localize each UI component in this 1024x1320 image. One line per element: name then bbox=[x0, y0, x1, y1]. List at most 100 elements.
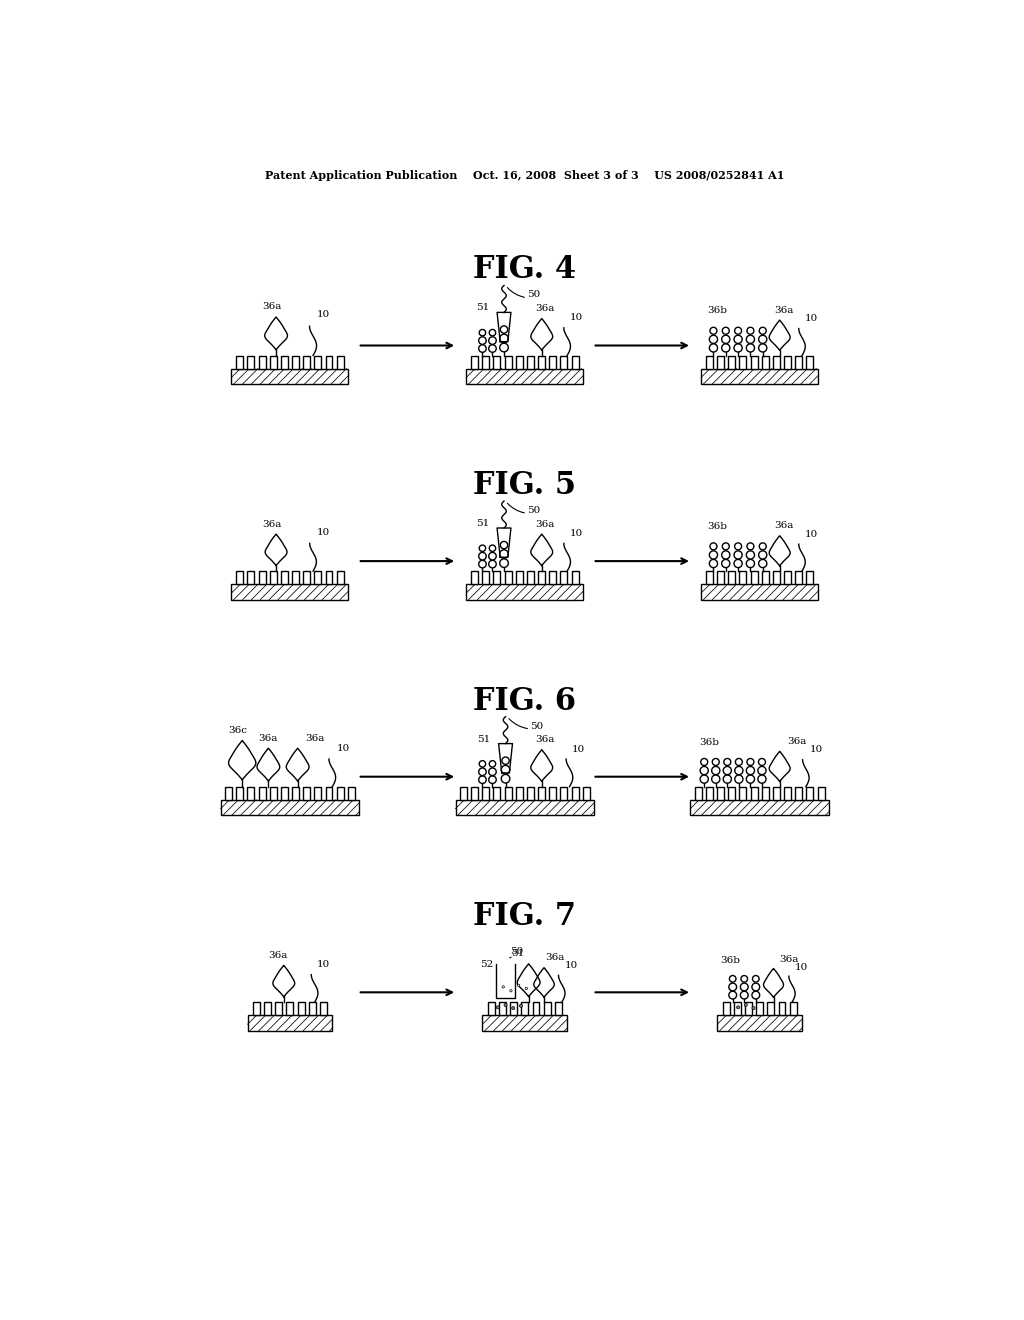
Ellipse shape bbox=[700, 767, 709, 775]
Ellipse shape bbox=[479, 760, 485, 767]
Ellipse shape bbox=[734, 327, 741, 334]
Ellipse shape bbox=[746, 560, 755, 568]
Ellipse shape bbox=[501, 775, 510, 783]
Ellipse shape bbox=[504, 1003, 507, 1007]
Text: 36a: 36a bbox=[774, 521, 794, 531]
Bar bbox=[482, 787, 489, 800]
Ellipse shape bbox=[525, 987, 527, 990]
Bar bbox=[694, 787, 701, 800]
Bar bbox=[505, 572, 512, 585]
Ellipse shape bbox=[722, 343, 730, 352]
Bar bbox=[348, 787, 355, 800]
Text: 36a: 36a bbox=[786, 737, 806, 746]
Bar bbox=[314, 572, 322, 585]
Ellipse shape bbox=[759, 560, 767, 568]
Bar bbox=[281, 572, 288, 585]
Bar bbox=[298, 1002, 304, 1015]
Text: 10: 10 bbox=[317, 310, 331, 319]
Text: 10: 10 bbox=[569, 529, 583, 539]
Bar bbox=[532, 1002, 540, 1015]
Bar bbox=[494, 572, 501, 585]
Bar bbox=[728, 787, 735, 800]
Bar bbox=[466, 585, 584, 599]
Text: 36a: 36a bbox=[779, 954, 799, 964]
Bar bbox=[701, 585, 818, 599]
Ellipse shape bbox=[497, 1006, 500, 1008]
Text: 10: 10 bbox=[569, 313, 583, 322]
Ellipse shape bbox=[734, 335, 742, 343]
Ellipse shape bbox=[479, 330, 485, 335]
Bar bbox=[784, 787, 791, 800]
Ellipse shape bbox=[746, 550, 755, 560]
Ellipse shape bbox=[478, 552, 486, 560]
Bar bbox=[739, 572, 746, 585]
Ellipse shape bbox=[488, 776, 497, 784]
Bar bbox=[549, 355, 556, 368]
Ellipse shape bbox=[722, 335, 730, 343]
Bar bbox=[482, 1015, 567, 1031]
Ellipse shape bbox=[710, 343, 718, 352]
Ellipse shape bbox=[753, 975, 759, 982]
Bar bbox=[337, 787, 344, 800]
Text: FIG. 7: FIG. 7 bbox=[473, 902, 577, 932]
Ellipse shape bbox=[746, 775, 755, 783]
Bar bbox=[790, 1002, 797, 1015]
Ellipse shape bbox=[736, 1006, 739, 1008]
Bar bbox=[544, 1002, 551, 1015]
Ellipse shape bbox=[478, 337, 486, 345]
Bar bbox=[264, 1002, 271, 1015]
Bar bbox=[248, 1015, 333, 1031]
Ellipse shape bbox=[488, 345, 497, 352]
Bar bbox=[237, 787, 243, 800]
Bar bbox=[723, 1002, 730, 1015]
Ellipse shape bbox=[759, 327, 766, 334]
Ellipse shape bbox=[744, 1003, 748, 1007]
Ellipse shape bbox=[740, 983, 749, 991]
Text: 36a: 36a bbox=[259, 734, 279, 743]
Ellipse shape bbox=[746, 543, 754, 550]
Bar bbox=[303, 572, 310, 585]
Bar bbox=[269, 787, 276, 800]
Ellipse shape bbox=[722, 327, 729, 334]
Bar bbox=[739, 787, 746, 800]
Ellipse shape bbox=[479, 545, 485, 552]
Text: 36a: 36a bbox=[536, 735, 555, 744]
Bar bbox=[549, 572, 556, 585]
Ellipse shape bbox=[741, 975, 748, 982]
Ellipse shape bbox=[710, 327, 717, 334]
Bar bbox=[460, 787, 467, 800]
Bar bbox=[516, 355, 522, 368]
Ellipse shape bbox=[501, 541, 508, 549]
Bar bbox=[482, 572, 489, 585]
Text: 51: 51 bbox=[476, 304, 489, 313]
Text: 36c: 36c bbox=[228, 726, 247, 735]
Bar bbox=[248, 572, 254, 585]
Bar bbox=[762, 355, 769, 368]
Bar bbox=[225, 787, 232, 800]
Bar bbox=[456, 800, 594, 816]
Bar bbox=[314, 787, 322, 800]
Ellipse shape bbox=[752, 1007, 755, 1010]
Bar bbox=[259, 787, 265, 800]
Bar bbox=[527, 787, 534, 800]
Ellipse shape bbox=[510, 990, 512, 991]
Bar bbox=[571, 787, 579, 800]
Text: 10: 10 bbox=[317, 528, 331, 537]
Bar bbox=[778, 1002, 785, 1015]
Text: 36a: 36a bbox=[262, 302, 282, 312]
Bar bbox=[303, 355, 310, 368]
Bar bbox=[494, 355, 501, 368]
Ellipse shape bbox=[710, 550, 718, 560]
Ellipse shape bbox=[759, 550, 767, 560]
Bar bbox=[756, 1002, 763, 1015]
Ellipse shape bbox=[500, 558, 508, 568]
Bar bbox=[516, 572, 522, 585]
Bar bbox=[690, 800, 829, 816]
Ellipse shape bbox=[734, 343, 742, 352]
Bar bbox=[337, 572, 344, 585]
Bar bbox=[701, 368, 818, 384]
Text: 10: 10 bbox=[805, 314, 818, 323]
Bar bbox=[326, 572, 333, 585]
Bar bbox=[281, 787, 288, 800]
Bar bbox=[717, 787, 724, 800]
